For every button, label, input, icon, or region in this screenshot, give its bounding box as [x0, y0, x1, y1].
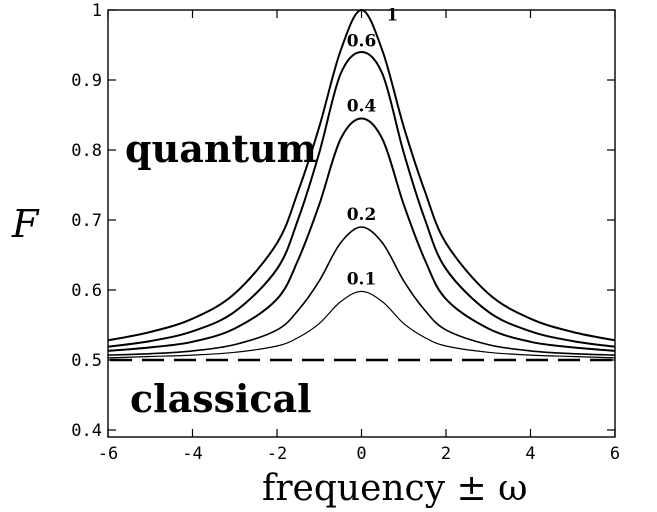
curve-label-0-4: 0.4	[347, 97, 377, 117]
series-line-0-1	[107, 290, 616, 359]
y-tick-label: 0.4	[71, 421, 102, 441]
series-line-1	[107, 8, 616, 342]
x-axis-label: frequency ± ω	[262, 468, 527, 509]
x-tick-label: -4	[182, 444, 202, 464]
x-tick-label: 4	[525, 444, 535, 464]
x-tick-label: -6	[98, 444, 118, 464]
x-tick-label: 2	[441, 444, 451, 464]
x-tick-label: -2	[267, 444, 287, 464]
curve-label-1: 1	[386, 6, 398, 26]
y-tick-label: 0.9	[71, 71, 102, 91]
curve-label-0-2: 0.2	[347, 205, 377, 225]
x-tick-label: 0	[356, 444, 366, 464]
ticks: -6 -4 -2 0 2 4 6 0.4 0.5 0.6 0.7 0.8 0.9 1	[71, 1, 620, 464]
curves	[107, 8, 616, 359]
y-tick-label: 1	[92, 1, 102, 21]
y-axis-label: F	[11, 202, 40, 246]
y-tick-label: 0.6	[71, 281, 102, 301]
curve-labels: 1 0.6 0.4 0.2 0.1	[347, 6, 399, 290]
series-line-0-2	[107, 226, 616, 356]
y-tick-label: 0.7	[71, 211, 102, 231]
series-line-0-6	[107, 50, 616, 348]
quantum-label: quantum	[125, 126, 317, 171]
curve-label-0-1: 0.1	[347, 269, 377, 289]
curve-label-0-6: 0.6	[347, 31, 377, 51]
y-tick-label: 0.8	[71, 141, 102, 161]
y-tick-label: 0.5	[71, 351, 102, 371]
classical-label: classical	[130, 376, 312, 421]
x-tick-label: 6	[610, 444, 620, 464]
series-line-0-4	[107, 117, 616, 352]
